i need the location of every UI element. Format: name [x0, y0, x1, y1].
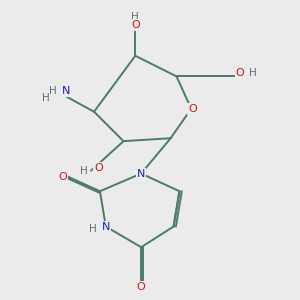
Text: O: O: [137, 282, 146, 292]
Text: O: O: [131, 20, 140, 30]
Text: O: O: [59, 172, 68, 182]
Text: H: H: [131, 13, 139, 22]
Text: H: H: [42, 94, 49, 103]
Text: H: H: [89, 224, 97, 235]
Text: H: H: [49, 86, 57, 96]
Text: O: O: [236, 68, 244, 78]
Text: O: O: [94, 163, 103, 173]
Text: H: H: [80, 166, 88, 176]
Text: N: N: [62, 86, 70, 96]
Text: N: N: [102, 222, 110, 232]
Text: H: H: [249, 68, 257, 78]
Text: O: O: [188, 104, 197, 114]
Text: N: N: [137, 169, 146, 178]
